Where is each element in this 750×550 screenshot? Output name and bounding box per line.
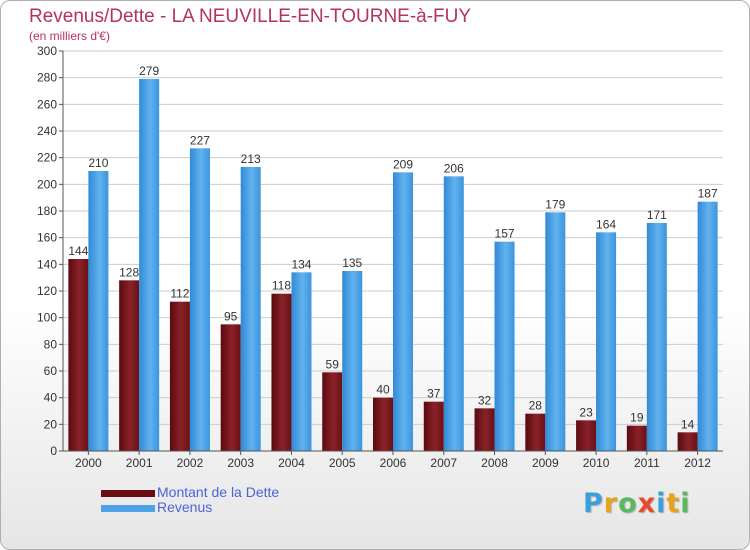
proxiti-logo: Proxiti <box>583 488 691 519</box>
data-label-revenus-2003: 213 <box>241 152 261 166</box>
data-label-revenus-2006: 209 <box>393 157 413 171</box>
bar-dette-2003 <box>220 324 241 451</box>
logo-letter: t <box>666 488 681 519</box>
data-label-revenus-2004: 134 <box>291 257 311 271</box>
y-tick-label: 240 <box>37 124 57 138</box>
data-label-dette-2003: 95 <box>224 309 238 323</box>
data-label-dette-2010: 23 <box>579 405 593 419</box>
chart-title: Revenus/Dette - LA NEUVILLE-EN-TOURNE-à-… <box>29 6 472 27</box>
data-label-revenus-2002: 227 <box>190 133 210 147</box>
logo-letter: P <box>583 488 604 519</box>
x-tick-label-2004: 2004 <box>278 456 305 470</box>
data-label-revenus-2009: 179 <box>545 197 565 211</box>
bar-dette-2010 <box>576 420 597 451</box>
y-tick-label: 60 <box>44 364 58 378</box>
y-tick-label: 200 <box>37 177 57 191</box>
data-label-revenus-2010: 164 <box>596 217 616 231</box>
data-label-dette-2002: 112 <box>170 287 189 301</box>
data-label-revenus-2012: 187 <box>698 187 718 201</box>
bar-revenus-2004 <box>291 272 312 451</box>
bar-dette-2006 <box>373 397 393 451</box>
bar-revenus-2002 <box>189 148 210 452</box>
x-tick-label-2002: 2002 <box>177 456 204 470</box>
data-label-revenus-2007: 206 <box>444 161 464 175</box>
y-tick-label: 0 <box>50 444 57 458</box>
data-label-dette-2001: 128 <box>119 265 139 279</box>
bar-revenus-2012 <box>697 201 718 451</box>
x-tick-label-2007: 2007 <box>430 456 457 470</box>
data-label-revenus-2011: 171 <box>647 208 667 222</box>
bar-dette-2002 <box>169 301 190 451</box>
data-label-dette-2005: 59 <box>326 357 340 371</box>
data-label-dette-2012: 14 <box>681 417 695 431</box>
logo-letter: x <box>637 488 657 519</box>
y-tick-label: 160 <box>37 231 57 245</box>
data-label-revenus-2001: 279 <box>139 64 159 78</box>
x-tick-label-2001: 2001 <box>126 456 153 470</box>
y-tick-label: 220 <box>37 151 57 165</box>
chart-subtitle: (en milliers d'€) <box>29 29 110 43</box>
x-tick-label-2005: 2005 <box>329 456 356 470</box>
y-tick-label: 260 <box>37 97 57 111</box>
bar-dette-2005 <box>322 372 343 451</box>
bar-revenus-2006 <box>393 172 413 452</box>
y-tick-label: 140 <box>37 257 57 271</box>
bar-revenus-2003 <box>240 167 261 451</box>
bar-dette-2001 <box>119 280 140 451</box>
data-label-dette-2008: 32 <box>478 393 492 407</box>
logo-letter: r <box>603 488 619 519</box>
bar-dette-2000 <box>68 259 89 451</box>
data-label-revenus-2000: 210 <box>88 156 108 170</box>
x-tick-label-2003: 2003 <box>227 456 254 470</box>
bar-revenus-2009 <box>545 212 566 451</box>
bar-revenus-2007 <box>443 176 464 452</box>
bar-dette-2012 <box>677 432 698 451</box>
x-tick-label-2011: 2011 <box>634 456 660 470</box>
data-label-revenus-2008: 157 <box>495 227 515 241</box>
bar-revenus-2005 <box>342 271 363 451</box>
bar-revenus-2000 <box>88 171 109 451</box>
x-tick-label-2009: 2009 <box>532 456 559 470</box>
data-label-revenus-2005: 135 <box>342 256 362 270</box>
logo-letter: o <box>618 488 638 519</box>
bar-dette-2011 <box>626 425 647 451</box>
bar-dette-2009 <box>525 413 546 451</box>
x-tick-label-2010: 2010 <box>583 456 610 470</box>
legend-label-dette: Montant de la Dette <box>157 484 280 500</box>
x-tick-label-2012: 2012 <box>684 456 711 470</box>
logo-letter: i <box>680 488 691 519</box>
y-tick-label: 180 <box>37 204 57 218</box>
bar-dette-2004 <box>271 293 292 451</box>
y-tick-label: 80 <box>44 337 58 351</box>
bar-revenus-2011 <box>646 223 667 451</box>
logo-letter: i <box>656 488 667 519</box>
x-tick-label-2006: 2006 <box>380 456 407 470</box>
legend-label-revenus: Revenus <box>157 499 213 515</box>
x-tick-label-2000: 2000 <box>75 456 102 470</box>
data-label-dette-2007: 37 <box>427 387 441 401</box>
bar-dette-2007 <box>423 401 444 451</box>
y-tick-label: 100 <box>37 311 57 325</box>
bar-dette-2008 <box>474 408 495 451</box>
legend-swatch-dette <box>101 490 155 497</box>
data-label-dette-2011: 19 <box>630 411 644 425</box>
y-tick-label: 300 <box>37 44 57 58</box>
bar-revenus-2010 <box>596 232 617 451</box>
legend-swatch-revenus <box>101 505 155 512</box>
x-tick-label-2008: 2008 <box>481 456 508 470</box>
data-label-dette-2006: 40 <box>376 383 390 397</box>
y-tick-label: 20 <box>44 417 58 431</box>
y-tick-label: 280 <box>37 71 57 85</box>
data-label-dette-2009: 28 <box>529 399 543 413</box>
y-tick-label: 120 <box>37 284 57 298</box>
data-label-dette-2000: 144 <box>68 244 88 258</box>
bar-revenus-2008 <box>494 241 515 451</box>
bar-revenus-2001 <box>139 79 160 451</box>
y-tick-label: 40 <box>44 391 58 405</box>
data-label-dette-2004: 118 <box>272 279 291 293</box>
